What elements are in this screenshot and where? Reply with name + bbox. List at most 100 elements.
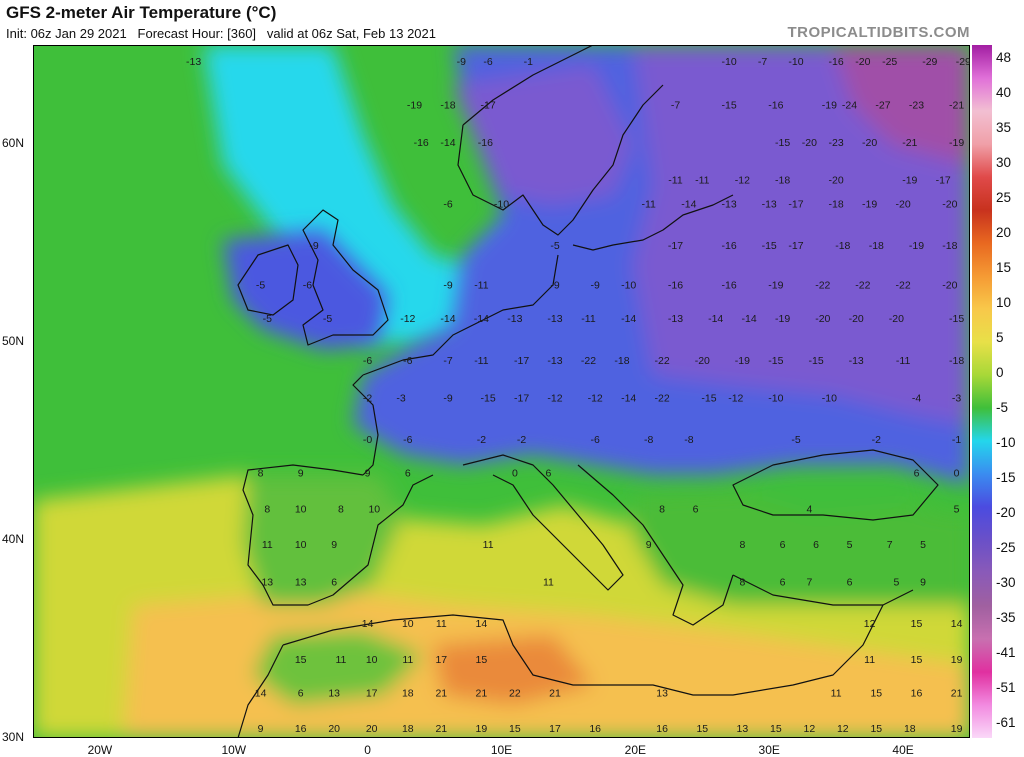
britain-coast bbox=[302, 209, 389, 346]
temperature-label: 10 bbox=[295, 503, 307, 515]
scandinavia-cold-field bbox=[453, 65, 633, 205]
temperature-label: 20 bbox=[328, 723, 340, 735]
temperature-label: -14 bbox=[708, 313, 723, 325]
temperature-label: -3 bbox=[952, 392, 961, 404]
longitude-label: 20E bbox=[624, 743, 647, 757]
temperature-label: 12 bbox=[837, 723, 849, 735]
temperature-label: -16 bbox=[478, 137, 493, 149]
temperature-label: -18 bbox=[775, 175, 790, 187]
temperature-label: 9 bbox=[646, 539, 652, 551]
colorbar-label: -30 bbox=[996, 575, 1016, 590]
longitude-label: 30E bbox=[758, 743, 780, 757]
temperature-value-labels: -13 -9 -6 -1 -10 -7 -10 -16 -20 -25 -29 -29-19 -18 -1… bbox=[186, 56, 970, 735]
colorbar-label: 30 bbox=[996, 155, 1012, 170]
temperature-label: -22 bbox=[815, 280, 830, 292]
temperature-label: 15 bbox=[911, 618, 923, 630]
temperature-label: -16 bbox=[722, 240, 737, 252]
temperature-label: 8 bbox=[659, 503, 665, 515]
temperature-label: -16 bbox=[668, 280, 683, 292]
temperature-label: -15 bbox=[481, 392, 496, 404]
longitude-label: 10E bbox=[490, 743, 513, 757]
norway-coast bbox=[462, 45, 594, 126]
temperature-label: 13 bbox=[656, 688, 668, 700]
temperature-label: 0 bbox=[512, 468, 518, 480]
temperature-label: -15 bbox=[762, 240, 777, 252]
temperature-label: -6 bbox=[443, 198, 452, 210]
temperature-label: -11 bbox=[641, 198, 656, 210]
temperature-label: 7 bbox=[806, 577, 812, 589]
temperature-label: 13 bbox=[261, 577, 273, 589]
temperature-label: -20 bbox=[849, 313, 864, 325]
temperature-label: 11 bbox=[831, 688, 842, 700]
temperature-label: -5 bbox=[323, 313, 332, 325]
temperature-label: -7 bbox=[758, 56, 767, 68]
france-west-coast bbox=[352, 374, 379, 476]
temperature-label: 12 bbox=[804, 723, 816, 735]
temperature-label: -13 bbox=[762, 198, 777, 210]
temperature-label: 18 bbox=[402, 688, 414, 700]
temperature-label: -21 bbox=[902, 137, 917, 149]
temperature-label: 21 bbox=[435, 688, 447, 700]
temperature-label: 13 bbox=[328, 688, 340, 700]
turkey-coast bbox=[732, 574, 914, 606]
temperature-label: -10 bbox=[768, 392, 783, 404]
libya-hot-field bbox=[433, 635, 593, 705]
scandinavia-coast bbox=[457, 84, 664, 236]
temperature-field bbox=[33, 45, 970, 738]
colorbar-label: -15 bbox=[996, 470, 1016, 485]
balkan-coast bbox=[577, 464, 734, 626]
colorbar-label: -35 bbox=[996, 610, 1016, 625]
colorbar-label: -61 bbox=[996, 715, 1016, 730]
temperature-label: -15 bbox=[775, 137, 790, 149]
temperature-label: 13 bbox=[295, 577, 307, 589]
temperature-label: -14 bbox=[681, 198, 696, 210]
temperature-label: 10 bbox=[366, 654, 378, 666]
temperature-label: 17 bbox=[366, 688, 378, 700]
temperature-label: 10 bbox=[368, 503, 380, 515]
temperature-label: 5 bbox=[847, 539, 853, 551]
temperature-label: -13 bbox=[547, 355, 562, 367]
latitude-label: 60N bbox=[2, 136, 25, 150]
latitude-label: 40N bbox=[2, 532, 25, 546]
temperature-label: -23 bbox=[829, 137, 844, 149]
colorbar-label: 5 bbox=[996, 330, 1004, 345]
coastlines bbox=[237, 45, 939, 738]
longitude-label: 10W bbox=[221, 743, 247, 757]
colorbar-label: 48 bbox=[996, 50, 1012, 65]
morocco-coast bbox=[237, 644, 284, 738]
temperature-label: 5 bbox=[920, 539, 926, 551]
colorbar-label: -5 bbox=[996, 400, 1009, 415]
temperature-label: 6 bbox=[780, 577, 786, 589]
temperature-label: -29 bbox=[922, 56, 937, 68]
north-africa-coast bbox=[282, 604, 884, 696]
temperature-label: 16 bbox=[589, 723, 601, 735]
temperature-label: -14 bbox=[621, 392, 636, 404]
temperature-label: -11 bbox=[474, 280, 489, 292]
temperature-label: -13 bbox=[547, 313, 562, 325]
temperature-label: 15 bbox=[476, 654, 488, 666]
temperature-label: 17 bbox=[549, 723, 561, 735]
temperature-label: -18 bbox=[440, 99, 455, 111]
temperature-label: -11 bbox=[668, 175, 683, 187]
temperature-label: -9 bbox=[457, 56, 466, 68]
temperature-label: -18 bbox=[869, 240, 884, 252]
temperature-label: 18 bbox=[402, 723, 414, 735]
temperature-label: -19 bbox=[909, 240, 924, 252]
temperature-label: -12 bbox=[735, 175, 750, 187]
colorbar-label: 40 bbox=[996, 85, 1012, 100]
temperature-label: 7 bbox=[887, 539, 893, 551]
ireland-coast bbox=[237, 244, 299, 316]
temperature-label: -2 bbox=[872, 434, 881, 446]
temperature-label: 17 bbox=[435, 654, 447, 666]
black-sea-mild-field bbox=[743, 455, 933, 515]
temperature-label: -13 bbox=[186, 56, 201, 68]
temperature-label: -15 bbox=[722, 99, 737, 111]
temperature-label: -2 bbox=[363, 392, 372, 404]
temperature-label: -6 bbox=[403, 355, 412, 367]
temperature-label: -20 bbox=[896, 198, 911, 210]
temperature-label: -10 bbox=[621, 280, 636, 292]
temperature-label: -17 bbox=[788, 198, 803, 210]
temperature-label: 6 bbox=[545, 468, 551, 480]
temperature-label: -24 bbox=[842, 99, 857, 111]
temperature-label: -21 bbox=[949, 99, 964, 111]
